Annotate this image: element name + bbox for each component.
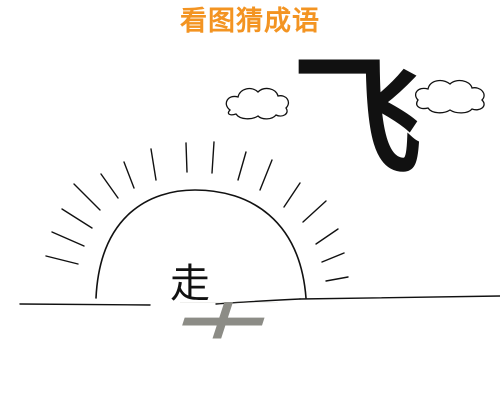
puzzle-title: 看图猜成语 — [180, 6, 320, 37]
sun-arc — [95, 189, 307, 299]
walk-reflection-char: 走 — [168, 302, 308, 347]
walk-character: 走 — [170, 261, 210, 307]
cloud-right — [414, 79, 485, 114]
fly-character: 飞 — [292, 42, 423, 194]
sun-rays — [45, 141, 349, 282]
horizon-line — [19, 295, 500, 306]
walk-reflection: 走 — [168, 302, 308, 417]
cloud-left — [225, 87, 290, 120]
